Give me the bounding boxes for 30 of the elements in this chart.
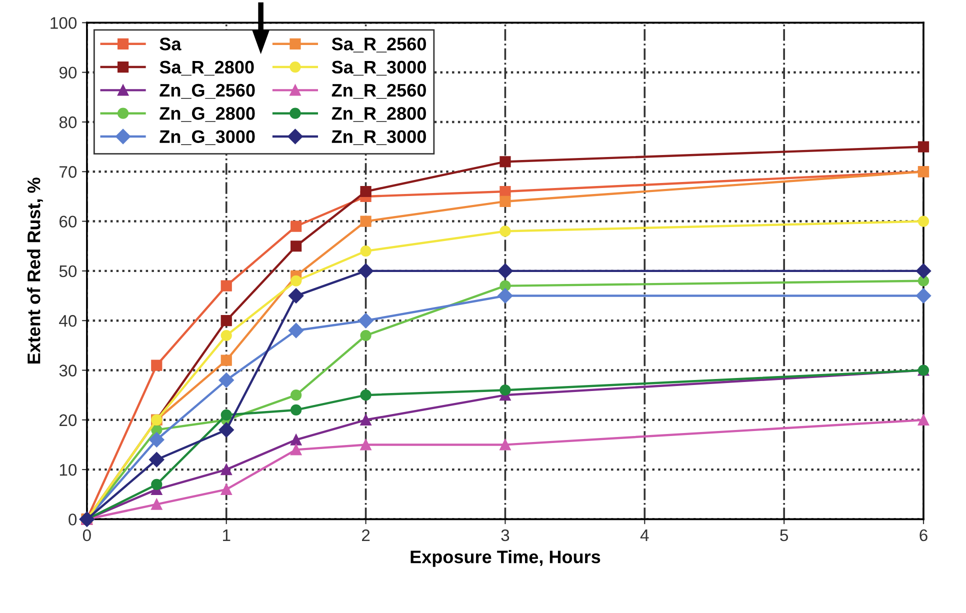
y-axis-title: Extent of Red Rust, % [27, 178, 43, 364]
y-tick-label: 100 [50, 17, 77, 29]
x-tick-label: 3 [501, 529, 510, 542]
x-tick-label: 4 [640, 530, 649, 542]
legend-label: Zn_R_2800 [332, 107, 426, 122]
y-tick-label: 40 [59, 315, 77, 327]
legend-label: Sa_R_2560 [332, 38, 426, 52]
y-tick-label: 90 [59, 66, 77, 79]
y-tick-label: 50 [59, 265, 77, 278]
x-tick-label: 2 [362, 529, 370, 542]
y-tick-label: 20 [60, 414, 77, 426]
x-axis-title: Exposure Time, Hours [410, 550, 600, 567]
legend-label: Zn_G_2800 [160, 107, 255, 122]
y-tick-label: 70 [60, 166, 77, 178]
y-tick-label: 0 [68, 514, 77, 526]
y-tick-label: 60 [60, 216, 77, 228]
legend-label: Sa_R_2800 [160, 60, 254, 76]
legend-label: Zn_G_2560 [160, 84, 255, 99]
x-tick-label: 0 [82, 529, 91, 542]
legend-label: Sa_R_3000 [332, 60, 426, 76]
y-tick-label: 80 [59, 116, 77, 128]
x-tick-label: 5 [780, 530, 788, 542]
x-tick-label: 1 [223, 530, 230, 542]
x-tick-label: 6 [920, 529, 928, 542]
legend-label: Zn_G_3000 [160, 130, 255, 146]
y-tick-label: 30 [59, 364, 77, 376]
legend-label: Zn_R_2560 [332, 84, 426, 99]
legend-label: Zn_R_3000 [332, 130, 426, 146]
y-tick-label: 10 [60, 464, 77, 476]
legend-label: Sa [160, 38, 182, 50]
